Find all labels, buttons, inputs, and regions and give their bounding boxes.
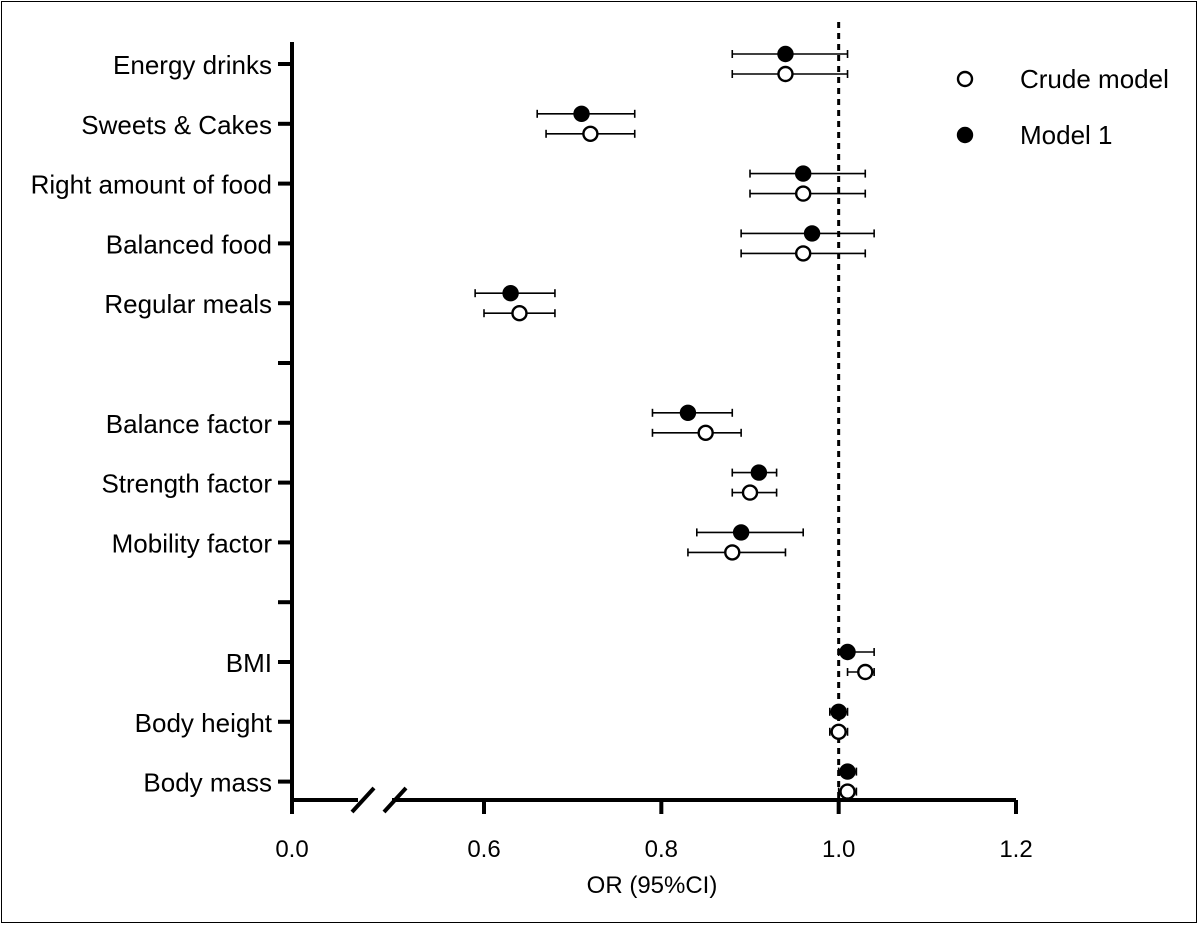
x-tick-label: 0.8 — [645, 836, 678, 863]
crude-model-point — [839, 783, 856, 800]
crude-model-point — [697, 424, 714, 441]
category-label: Right amount of food — [31, 170, 272, 200]
model1-point — [732, 524, 750, 541]
crude-model-point — [777, 65, 794, 83]
model1-point — [839, 763, 856, 780]
x-tick-label: 1.0 — [822, 836, 855, 863]
x-axis-title: OR (95%CI) — [587, 872, 718, 899]
crude-model-point — [724, 544, 741, 561]
error-bars — [474, 50, 875, 796]
model1-point — [502, 285, 519, 302]
x-tick-label: 0.0 — [275, 836, 308, 863]
crude-model-point — [857, 663, 874, 681]
category-label: Regular meals — [104, 289, 272, 319]
crude-model-point — [795, 185, 812, 202]
category-label: Sweets & Cakes — [81, 110, 272, 140]
x-tick-label: 0.6 — [467, 836, 500, 863]
x-tick-labels: 0.0 0.6 0.8 1.0 1.2 — [275, 836, 1032, 863]
category-label: Strength factor — [101, 469, 272, 499]
model1-point — [830, 703, 847, 720]
category-label: Mobility factor — [112, 528, 273, 558]
axis-break-mark — [350, 786, 376, 814]
model1-point — [573, 105, 590, 123]
model1-point — [777, 45, 794, 63]
category-label: Body height — [135, 708, 273, 738]
legend-marker-crude-model — [956, 70, 974, 88]
model1-point — [750, 464, 768, 481]
axis-break-mark — [382, 786, 408, 814]
model1-point — [839, 643, 856, 661]
legend: Crude model Model 1 — [956, 64, 1169, 150]
data-points — [502, 45, 874, 800]
crude-model-point — [741, 484, 759, 501]
category-label: Energy drinks — [113, 50, 272, 80]
category-label: BMI — [226, 648, 272, 678]
x-tick-label: 1.2 — [999, 836, 1032, 863]
category-labels: Energy drinks Sweets & Cakes Right amount … — [31, 50, 273, 798]
model1-point — [803, 225, 821, 242]
legend-label: Crude model — [1020, 64, 1169, 94]
model1-point — [795, 165, 812, 182]
crude-model-point — [511, 305, 528, 322]
legend-marker-model1 — [956, 126, 974, 144]
crude-model-point — [582, 125, 599, 143]
crude-model-point — [830, 723, 847, 740]
category-label: Balance factor — [106, 409, 273, 439]
category-label: Balanced food — [106, 229, 272, 259]
category-label: Body mass — [143, 768, 272, 798]
legend-label: Model 1 — [1020, 120, 1113, 150]
axes-layer — [278, 42, 1018, 814]
model1-point — [679, 404, 697, 421]
crude-model-point — [795, 245, 812, 262]
